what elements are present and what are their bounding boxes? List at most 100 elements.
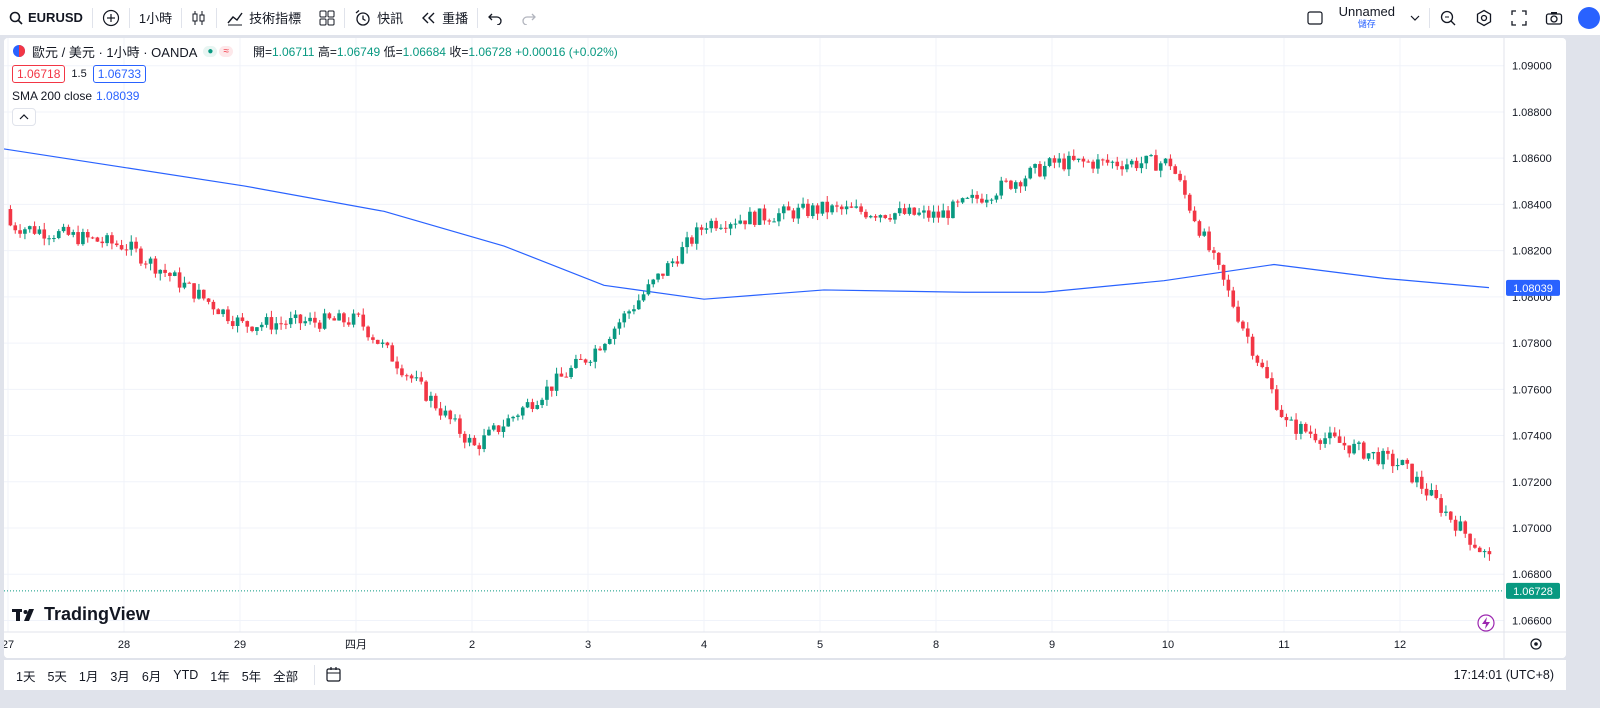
- candle-body: [216, 309, 221, 315]
- candle-body: [1187, 194, 1192, 211]
- chart-type-button[interactable]: [182, 0, 216, 36]
- plus-circle-icon: [102, 9, 120, 26]
- alerts-button[interactable]: 快訊: [345, 0, 412, 36]
- quick-search-button[interactable]: [1430, 0, 1466, 36]
- candle-body: [1013, 182, 1018, 189]
- candle-body: [1381, 450, 1385, 465]
- candle-body: [859, 206, 863, 212]
- candle-body: [1071, 155, 1076, 160]
- candle-body: [1241, 321, 1245, 329]
- settings-button[interactable]: [1466, 0, 1502, 36]
- fullscreen-button[interactable]: [1502, 0, 1536, 36]
- candle-body: [951, 201, 955, 219]
- candle-body: [235, 317, 240, 327]
- range-button[interactable]: 5天: [47, 669, 67, 684]
- publish-button[interactable]: [1578, 7, 1600, 29]
- price-tick: 1.06600: [1512, 615, 1552, 627]
- chart-pane[interactable]: 1.09000 1.08800 1.08600 1.08400 1.08200 1.080…: [4, 38, 1566, 658]
- candle-body: [690, 237, 694, 244]
- collapse-legend-button[interactable]: [12, 108, 36, 126]
- candle-body: [105, 235, 109, 244]
- search-icon: [9, 11, 23, 25]
- indicators-icon: [227, 12, 243, 25]
- candle-body: [313, 317, 317, 323]
- candle-body: [226, 309, 230, 322]
- range-button[interactable]: 1月: [78, 669, 99, 684]
- candle-body: [206, 298, 211, 302]
- time-tick: 3: [585, 639, 591, 651]
- compare-button[interactable]: [93, 0, 129, 36]
- candle-body: [13, 225, 18, 231]
- redo-button[interactable]: [512, 0, 546, 36]
- candle-body: [361, 314, 366, 327]
- candle-body: [1023, 178, 1028, 187]
- candle-body: [1477, 547, 1482, 553]
- candle-body: [366, 326, 370, 338]
- candle-body: [1139, 163, 1144, 169]
- tv-logo-icon: [12, 608, 34, 621]
- price-tick: 1.09000: [1512, 61, 1552, 73]
- layout-name-button[interactable]: Unnamed 儲存: [1333, 5, 1401, 30]
- layout-menu-button[interactable]: [1401, 0, 1429, 36]
- clock[interactable]: 17:14:01 (UTC+8): [1453, 668, 1554, 682]
- candle-body: [1091, 161, 1095, 169]
- candle-body: [380, 342, 385, 344]
- market-status[interactable]: ● ≈: [203, 45, 233, 57]
- indicators-button[interactable]: 技術指標: [217, 0, 310, 36]
- candle-body: [85, 232, 90, 238]
- range-button[interactable]: YTD: [173, 668, 199, 682]
- range-button[interactable]: 3月: [110, 669, 130, 684]
- candle-body: [646, 284, 651, 295]
- candle-body: [438, 408, 443, 416]
- range-button[interactable]: 全部: [273, 669, 299, 684]
- fullscreen-toggle[interactable]: [1297, 0, 1333, 36]
- candle-body: [554, 373, 559, 391]
- time-tick: 5: [817, 639, 823, 651]
- candle-body: [999, 180, 1004, 196]
- candle-body: [714, 220, 718, 229]
- axis-settings-icon[interactable]: [1530, 638, 1542, 650]
- candle-body: [699, 227, 704, 230]
- price-chart[interactable]: 1.09000 1.08800 1.08600 1.08400 1.08200 1.080…: [4, 38, 1566, 658]
- bolt-icon[interactable]: [1477, 614, 1495, 632]
- sell-price-button[interactable]: 1.06718: [12, 65, 66, 83]
- symbol-search[interactable]: EURUSD: [0, 0, 92, 36]
- candle-body: [583, 359, 588, 363]
- goto-date-button[interactable]: [325, 666, 343, 684]
- candle-body: [607, 338, 612, 344]
- range-button[interactable]: 6月: [141, 669, 162, 684]
- undo-button[interactable]: [478, 0, 512, 36]
- candle-body: [917, 212, 921, 215]
- layouts-button[interactable]: [310, 0, 344, 36]
- candle-body: [240, 317, 245, 322]
- buy-price-button[interactable]: 1.06733: [92, 65, 147, 83]
- candle-body: [356, 313, 361, 315]
- time-tick: 10: [1162, 639, 1174, 651]
- range-button[interactable]: 1天: [16, 669, 36, 684]
- candle-body: [931, 211, 936, 218]
- range-button[interactable]: 5年: [241, 669, 262, 684]
- candle-body: [627, 311, 631, 314]
- candle-body: [1192, 210, 1197, 222]
- candle-body: [752, 211, 757, 225]
- candle-body: [757, 208, 762, 225]
- interval-button[interactable]: 1小時: [138, 11, 173, 26]
- sma-price-label: 1.08039: [1513, 283, 1553, 295]
- sma-legend[interactable]: SMA 200 close 1.08039: [12, 89, 618, 103]
- price-tick: 1.06800: [1512, 569, 1552, 581]
- candle-body: [332, 318, 337, 321]
- snapshot-button[interactable]: [1536, 0, 1572, 36]
- price-tick: 1.07400: [1512, 431, 1552, 443]
- tradingview-logo[interactable]: TradingView: [12, 604, 150, 625]
- candle-body: [1265, 367, 1269, 379]
- candle-body: [728, 224, 733, 229]
- sma-label: SMA 200 close: [12, 89, 93, 103]
- candle-body: [453, 418, 457, 420]
- replay-button[interactable]: 重播: [412, 0, 477, 36]
- time-tick: 8: [933, 639, 939, 651]
- candle-body: [1028, 167, 1033, 179]
- close-label: 收=: [449, 44, 469, 59]
- candle-body: [651, 279, 656, 285]
- range-button[interactable]: 1年: [210, 669, 230, 684]
- toolbar-divider: [477, 7, 479, 28]
